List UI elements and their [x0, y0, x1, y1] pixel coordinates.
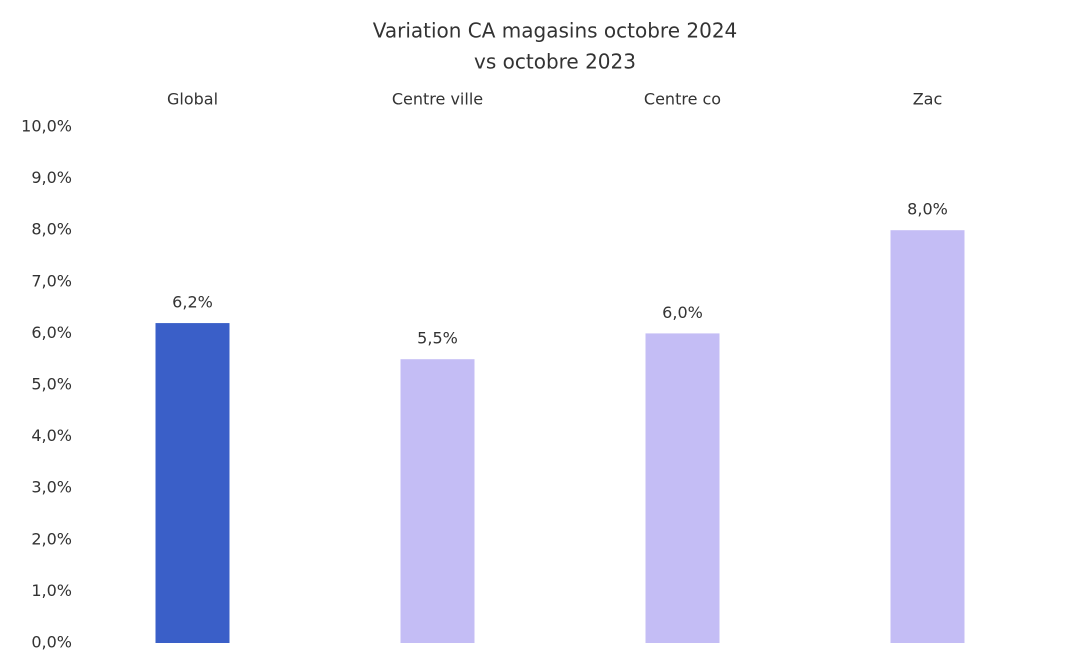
chart-title: vs octobre 2023 — [474, 50, 636, 74]
y-tick-label: 1,0% — [31, 581, 72, 600]
value-label: 6,0% — [662, 303, 703, 322]
y-tick-label: 9,0% — [31, 168, 72, 187]
y-tick-label: 7,0% — [31, 271, 72, 290]
category-label: Centre ville — [392, 90, 483, 109]
category-label: Global — [167, 90, 218, 109]
y-tick-label: 10,0% — [21, 117, 72, 136]
bar — [890, 230, 965, 643]
category-label: Zac — [913, 90, 943, 109]
y-tick-label: 3,0% — [31, 478, 72, 497]
y-tick-label: 6,0% — [31, 323, 72, 342]
y-tick-label: 4,0% — [31, 426, 72, 445]
bar — [400, 359, 475, 643]
category-label: Centre co — [644, 90, 721, 109]
bar — [645, 333, 720, 643]
value-label: 6,2% — [172, 293, 213, 312]
bar — [155, 323, 230, 643]
y-tick-label: 8,0% — [31, 220, 72, 239]
y-tick-label: 0,0% — [31, 633, 72, 652]
value-label: 8,0% — [907, 200, 948, 219]
y-tick-label: 2,0% — [31, 529, 72, 548]
chart-title: Variation CA magasins octobre 2024 — [373, 19, 738, 43]
value-label: 5,5% — [417, 329, 458, 348]
y-tick-label: 5,0% — [31, 375, 72, 394]
